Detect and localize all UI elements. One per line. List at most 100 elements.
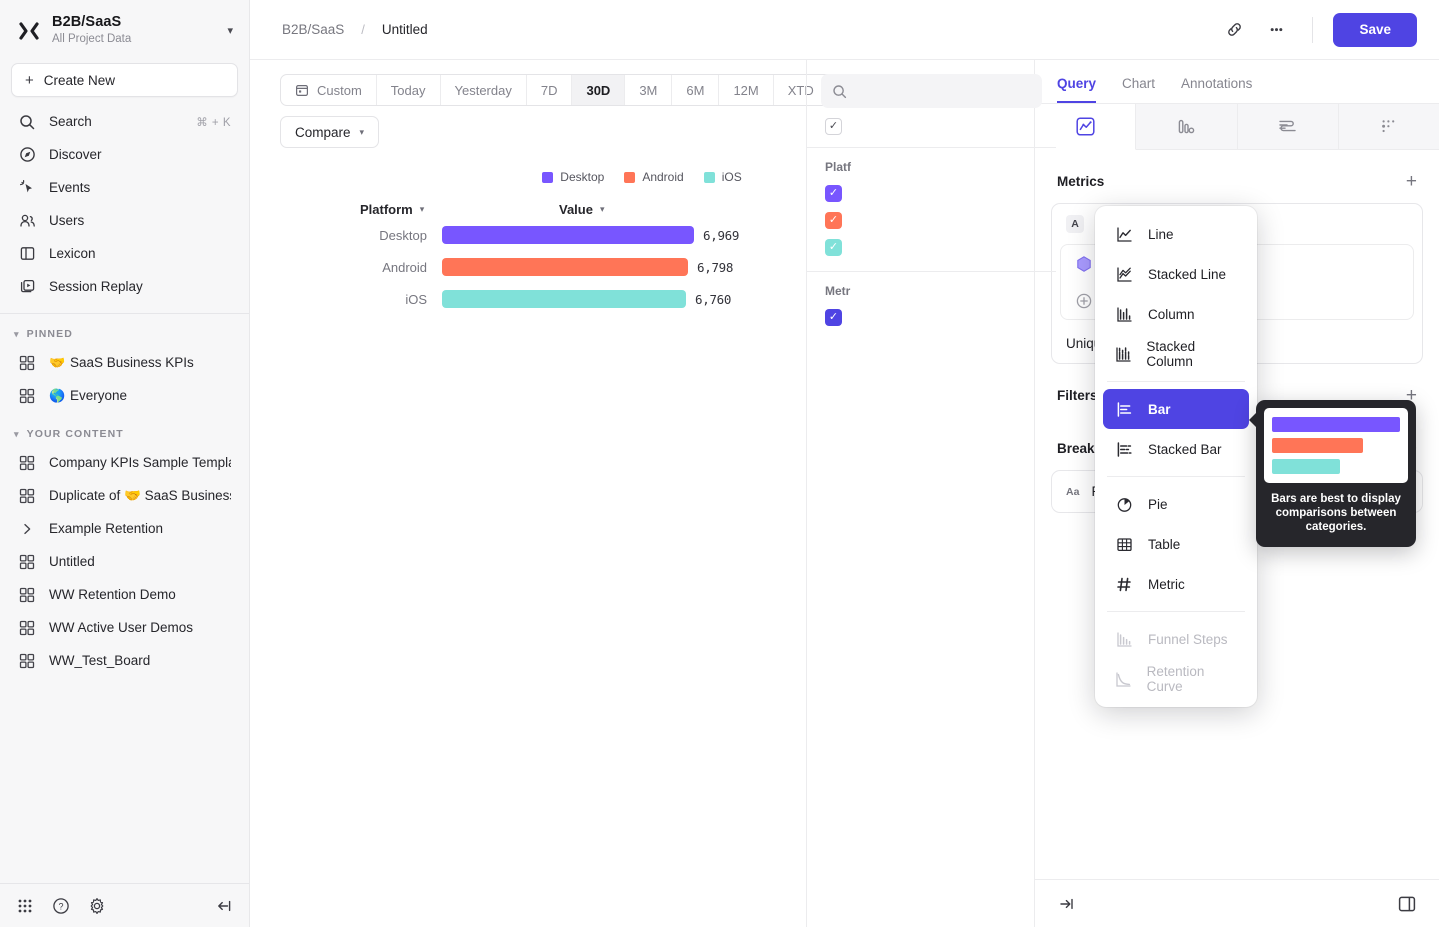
sidebar-item-saas-business-kpis[interactable]: 🤝 SaaS Business KPIs [11, 346, 238, 379]
tab-retention[interactable] [1338, 104, 1439, 150]
sidebar-item-lexicon[interactable]: Lexicon [11, 237, 238, 270]
sidebar-item-untitled[interactable]: Untitled [11, 545, 238, 578]
filter-item-android[interactable]: ✓ [807, 207, 1056, 234]
link-icon[interactable] [1218, 14, 1250, 46]
filter-item-ios[interactable]: ✓ [807, 234, 1056, 261]
range-custom[interactable]: Custom [281, 75, 377, 105]
menu-item-stacked-bar[interactable]: Stacked Bar [1103, 429, 1249, 469]
filter-item-metric[interactable]: ✓ [807, 304, 1056, 331]
column-header-platform[interactable]: Platform ▾ [250, 202, 442, 217]
bar-value-label: 6,969 [703, 227, 740, 243]
bar-row-desktop[interactable]: Desktop 6,969 [250, 221, 1004, 249]
filter-divider [807, 271, 1056, 272]
checkbox-android[interactable]: ✓ [825, 212, 842, 229]
sidebar-item-ww-retention-demo[interactable]: WW Retention Demo [11, 578, 238, 611]
apps-grid-icon[interactable] [16, 897, 34, 915]
menu-item-line[interactable]: Line [1103, 214, 1249, 254]
sidebar-item-duplicate-of-saas-business[interactable]: Duplicate of 🤝 SaaS Business [11, 479, 238, 512]
menu-item-label: Stacked Column [1146, 339, 1196, 369]
legend-item-android[interactable]: Android [624, 170, 684, 184]
range-6m[interactable]: 6M [672, 75, 720, 105]
sidebar-item-everyone[interactable]: 🌎 Everyone [11, 379, 238, 412]
chevron-down-icon[interactable]: ▾ [227, 25, 233, 37]
range-yesterday[interactable]: Yesterday [441, 75, 527, 105]
checkbox-metric[interactable]: ✓ [825, 309, 842, 326]
tab-flows[interactable] [1237, 104, 1339, 150]
filter-group-title-platform: Platf [825, 160, 852, 174]
board-icon [18, 652, 36, 670]
range-label: 6M [686, 82, 705, 98]
bar-row-ios[interactable]: iOS 6,760 [250, 285, 1004, 313]
series-select-all[interactable]: ✓ [807, 108, 1056, 143]
menu-item-stacked-line[interactable]: Stacked Line [1103, 254, 1249, 294]
column-header-value[interactable]: Value ▾ [442, 202, 1004, 217]
range-12m[interactable]: 12M [719, 75, 774, 105]
menu-divider [1107, 381, 1245, 382]
checkbox-select-all[interactable]: ✓ [825, 118, 842, 135]
tab-query[interactable]: Query [1057, 76, 1096, 103]
breadcrumb-current[interactable]: Untitled [381, 22, 428, 37]
sidebar-item-search[interactable]: Search ⌘ + K [11, 105, 238, 138]
collapse-right-icon[interactable] [1057, 895, 1076, 913]
project-switcher[interactable]: B2B/SaaS All Project Data ▾ [0, 0, 249, 57]
pie-chart-icon [1115, 495, 1134, 514]
help-circle-icon[interactable]: ? [52, 897, 70, 915]
menu-item-bar[interactable]: Bar [1103, 389, 1249, 429]
menu-item-column[interactable]: Column [1103, 294, 1249, 334]
menu-item-table[interactable]: Table [1103, 524, 1249, 564]
tab-annotations[interactable]: Annotations [1181, 76, 1253, 91]
bar-fill[interactable] [442, 258, 688, 276]
sidebar-item-company-kpis-sample-template[interactable]: Company KPIs Sample Templat [11, 446, 238, 479]
retention-icon [1378, 116, 1399, 137]
sidebar-item-ww-active-user-demos[interactable]: WW Active User Demos [11, 611, 238, 644]
users-icon [18, 212, 36, 230]
bar-fill[interactable] [442, 226, 694, 244]
chevron-down-icon: ▾ [359, 126, 365, 137]
add-metric-button[interactable]: + [1405, 171, 1417, 192]
sidebar-item-discover[interactable]: Discover [11, 138, 238, 171]
add-filter-button[interactable]: + [1405, 385, 1417, 406]
bar-fill[interactable] [442, 290, 686, 308]
handshake-emoji: 🤝 [49, 354, 66, 370]
section-header-your-content[interactable]: ▾ YOUR CONTENT [0, 424, 249, 444]
create-new-button[interactable]: + Create New [11, 63, 238, 97]
sidebar-item-users[interactable]: Users [11, 204, 238, 237]
section-title-filters: Filters [1057, 388, 1098, 403]
sidebar-item-label: Discover [49, 147, 102, 162]
gear-icon[interactable] [88, 897, 106, 915]
range-3m[interactable]: 3M [625, 75, 673, 105]
filter-item-desktop[interactable]: ✓ [807, 180, 1056, 207]
legend-item-desktop[interactable]: Desktop [542, 170, 604, 184]
series-search-input[interactable] [821, 74, 1042, 108]
compare-button[interactable]: Compare ▾ [280, 116, 380, 148]
sidebar-item-label: Users [49, 213, 85, 228]
menu-item-stacked-column[interactable]: Stacked Column [1103, 334, 1249, 374]
menu-divider [1107, 476, 1245, 477]
sidebar-item-ww-test-board[interactable]: WW_Test_Board [11, 644, 238, 677]
collapse-sidebar-icon[interactable] [214, 897, 233, 915]
tab-chart[interactable]: Chart [1122, 76, 1156, 91]
sidebar-item-example-retention[interactable]: Example Retention [11, 512, 238, 545]
range-today[interactable]: Today [377, 75, 441, 105]
range-7d[interactable]: 7D [527, 75, 573, 105]
menu-item-label: Funnel Steps [1148, 631, 1228, 647]
legend-item-ios[interactable]: iOS [703, 170, 742, 184]
tooltip-text: Bars are best to display comparisons bet… [1271, 493, 1401, 533]
menu-item-pie[interactable]: Pie [1103, 484, 1249, 524]
save-button[interactable]: Save [1333, 12, 1417, 47]
ellipsis-icon[interactable] [1260, 14, 1292, 46]
panel-layout-icon[interactable] [1397, 894, 1417, 914]
tab-insights[interactable] [1035, 104, 1137, 150]
tab-funnels[interactable] [1136, 104, 1238, 150]
bar-row-android[interactable]: Android 6,798 [250, 253, 1004, 281]
section-header-pinned[interactable]: ▾ PINNED [0, 324, 249, 344]
menu-item-metric[interactable]: Metric [1103, 564, 1249, 604]
range-label: XTD [787, 82, 814, 98]
range-30d[interactable]: 30D [572, 75, 626, 105]
bar-category-label: Desktop [379, 227, 427, 243]
sidebar-item-session-replay[interactable]: Session Replay [11, 270, 238, 303]
sidebar-item-events[interactable]: Events [11, 171, 238, 204]
checkbox-ios[interactable]: ✓ [825, 239, 842, 256]
breadcrumb-project[interactable]: B2B/SaaS [282, 22, 345, 37]
checkbox-desktop[interactable]: ✓ [825, 185, 842, 202]
